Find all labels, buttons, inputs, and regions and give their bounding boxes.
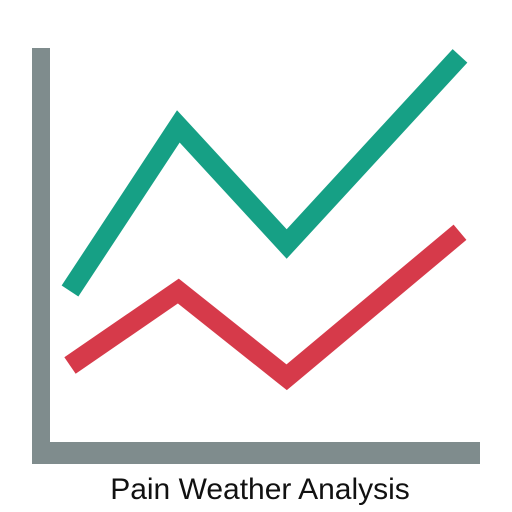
x-axis: [32, 442, 480, 464]
series-1-line: [61, 49, 468, 297]
series-layer: [61, 49, 468, 391]
axes: [32, 48, 480, 464]
series-2-line: [64, 224, 467, 391]
chart-caption: Pain Weather Analysis: [110, 473, 410, 506]
y-axis: [32, 48, 50, 464]
